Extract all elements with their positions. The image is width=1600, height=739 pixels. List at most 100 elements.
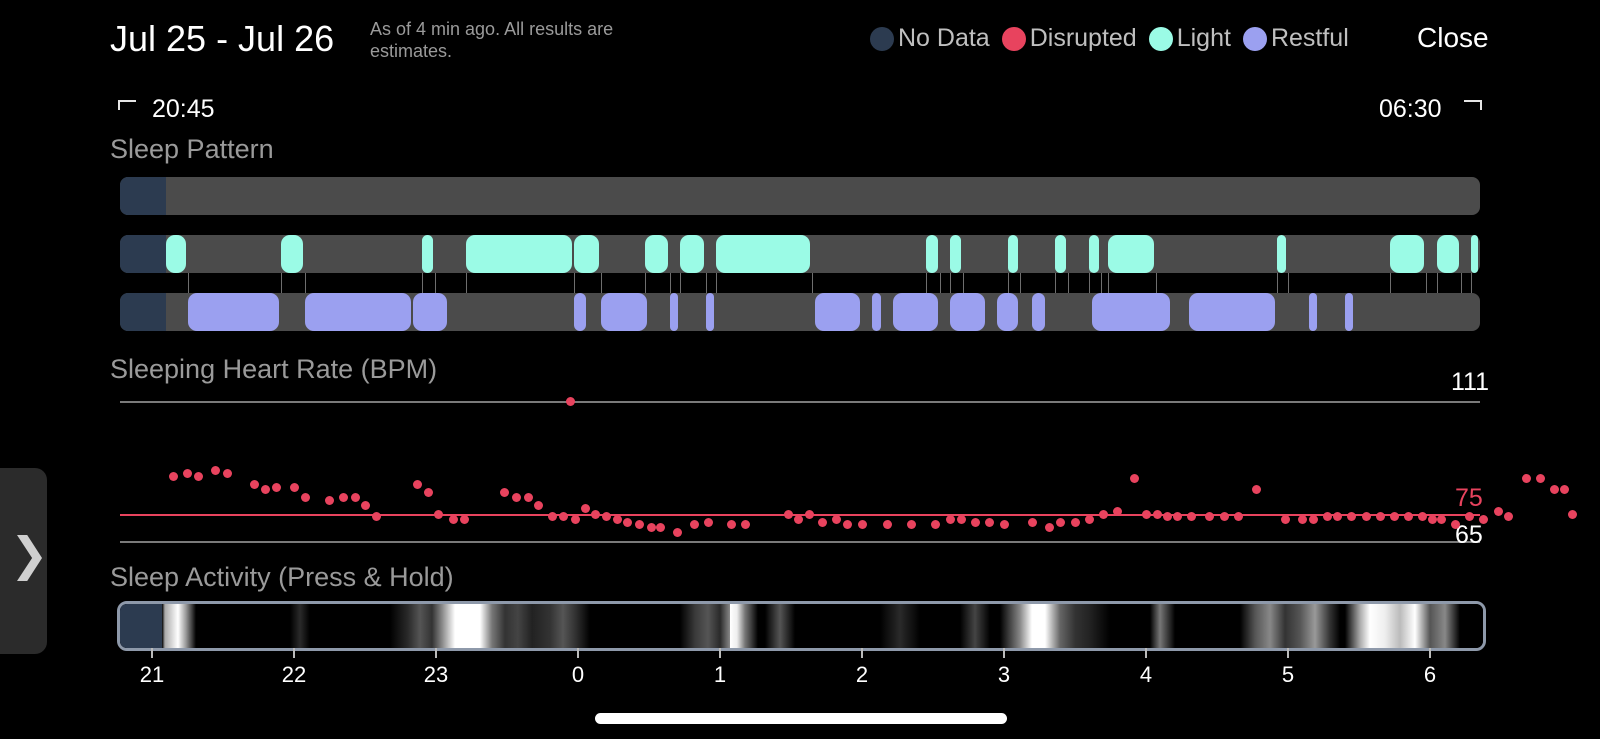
heart-rate-point [1162, 512, 1172, 522]
hour-tick-label: 2 [855, 662, 869, 687]
heart-rate-point [580, 504, 590, 514]
heart-rate-point [360, 501, 370, 511]
heart-rate-point [1070, 517, 1080, 527]
home-indicator[interactable] [595, 713, 1007, 724]
hour-tick-mark [861, 648, 863, 658]
heart-rate-point [1375, 512, 1385, 522]
light-segment [1055, 235, 1066, 273]
stage-connector [465, 273, 467, 293]
hour-tick-mark [1003, 648, 1005, 658]
heart-rate-point [672, 528, 682, 538]
heart-rate-point [194, 471, 204, 481]
light-segment [950, 235, 961, 273]
heart-rate-point [559, 512, 569, 522]
stage-connector [1461, 273, 1463, 293]
heart-rate-point [971, 517, 981, 527]
legend-item-light: Light [1148, 24, 1231, 53]
restful-dot-icon [1242, 26, 1267, 51]
heart-rate-point [424, 487, 434, 497]
hour-tick-mark [1287, 648, 1289, 658]
heart-rate-point [1567, 509, 1577, 519]
hour-tick-label: 23 [423, 662, 449, 687]
restful-segment [413, 293, 447, 331]
heart-rate-max-point [566, 396, 576, 406]
stage-connector [1019, 273, 1021, 293]
stage-connector [812, 273, 814, 293]
legend-label: Disrupted [1029, 24, 1137, 52]
sleep-activity-label: Sleep Activity (Press & Hold) [110, 562, 454, 592]
light-segment [715, 235, 811, 273]
heart-rate-point [1219, 512, 1229, 522]
heart-rate-point [413, 479, 423, 489]
heart-rate-point [350, 493, 360, 503]
heart-rate-point [741, 520, 751, 530]
hour-tick-label: 21 [139, 662, 165, 687]
heart-rate-point [1347, 512, 1357, 522]
heart-rate-point [793, 514, 803, 524]
heart-rate-point [1172, 512, 1182, 522]
heart-rate-point [448, 514, 458, 524]
stage-connector [940, 273, 942, 293]
light-no-data-segment [120, 235, 166, 273]
heart-rate-point [1503, 512, 1513, 522]
stage-connector [1276, 273, 1278, 293]
activity-heatmap [120, 604, 1483, 648]
stage-connector [680, 273, 682, 293]
hour-tick-mark [1429, 648, 1431, 658]
heart-rate-point [1536, 474, 1546, 484]
heart-rate-point [1436, 514, 1446, 524]
stage-connector [950, 273, 952, 293]
stage-connector [1155, 273, 1157, 293]
stage-connector [1425, 273, 1427, 293]
heart-rate-point [647, 523, 657, 532]
hr-avg-value: 75 [1455, 484, 1483, 512]
heart-rate-point [931, 520, 941, 530]
heart-rate-point [655, 523, 665, 532]
heart-rate-point [1130, 474, 1140, 484]
stage-connector [644, 273, 646, 293]
heart-rate-point [1233, 512, 1243, 522]
start-bracket-icon [118, 100, 136, 110]
light-track[interactable] [120, 235, 1480, 273]
stage-connector [187, 273, 189, 293]
close-button[interactable]: Close [1417, 22, 1489, 53]
stage-connector [1437, 273, 1439, 293]
heart-rate-point [843, 520, 853, 530]
heart-rate-point [623, 517, 633, 527]
heart-rate-point [831, 514, 841, 524]
restful-segment [573, 293, 586, 331]
heart-rate-point [1027, 517, 1037, 527]
heart-rate-point [289, 482, 299, 492]
heart-rate-point [689, 520, 699, 530]
heart-rate-point [1479, 514, 1489, 524]
stage-connector [925, 273, 927, 293]
sleep-activity-bar[interactable] [117, 601, 1486, 651]
heart-rate-point [1297, 514, 1307, 524]
disrupted-track[interactable] [120, 177, 1480, 215]
hr-max-value: 111 [1451, 368, 1490, 396]
no-data-dot-icon [870, 26, 894, 51]
heart-rate-point [1084, 514, 1094, 524]
heart-rate-point [985, 517, 995, 527]
heart-rate-point [1323, 512, 1333, 522]
light-segment [1089, 235, 1099, 273]
stage-connector [1055, 273, 1057, 293]
restful-segment [600, 293, 647, 331]
legend-item-disrupted: Disrupted [1001, 24, 1137, 53]
stage-connector [1471, 273, 1473, 293]
light-segment [465, 235, 572, 273]
restful-track[interactable] [120, 293, 1480, 331]
stage-connector [1390, 273, 1392, 293]
chevron-right-icon[interactable]: ❯ [10, 528, 49, 580]
heart-rate-point [499, 487, 509, 497]
restful-segment [1344, 293, 1353, 331]
side-panel-handle[interactable] [0, 468, 47, 654]
heart-rate-point [211, 466, 221, 476]
heart-rate-point [1428, 514, 1438, 524]
restful-segment [1188, 293, 1275, 331]
heart-rate-point [1493, 506, 1503, 516]
end-bracket-icon [1464, 100, 1482, 110]
light-segment [421, 235, 433, 273]
legend: No Data Disrupted Light Restful [870, 24, 1361, 53]
stage-connector [1089, 273, 1091, 293]
